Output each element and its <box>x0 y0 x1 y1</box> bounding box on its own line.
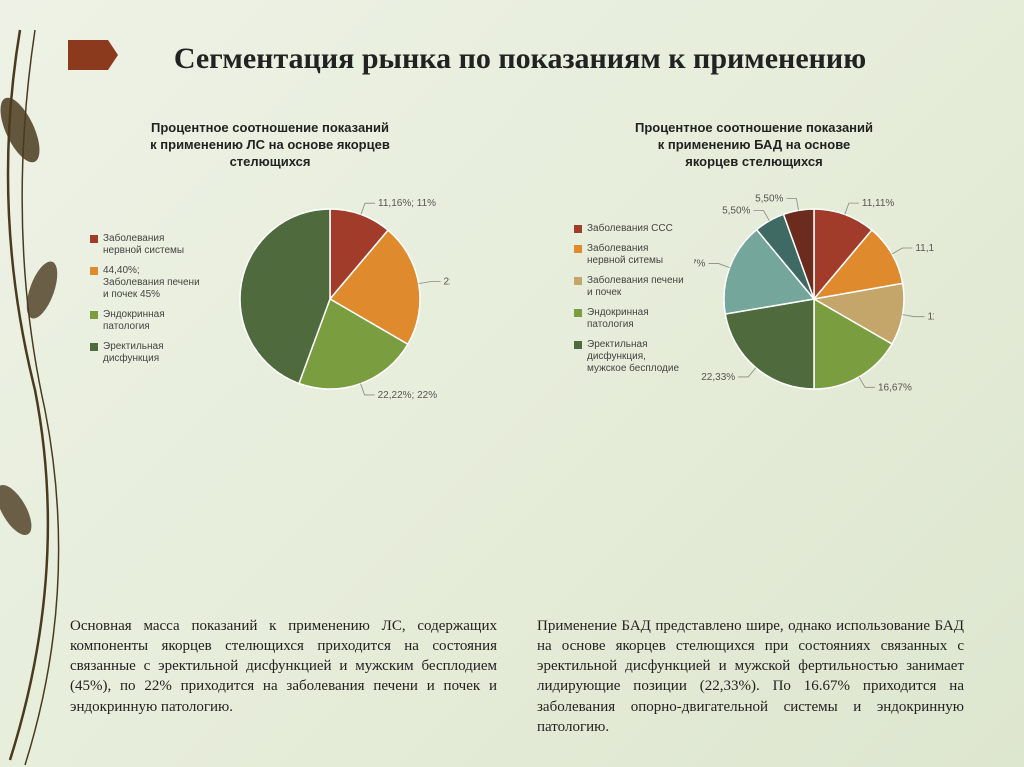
chart-right-subtitle: Процентное соотношение показаний к приме… <box>634 120 874 171</box>
legend-item: Заболевания ССС <box>574 223 684 235</box>
pie-slice-label: 5,50% <box>722 205 750 216</box>
legend-item: Заболевания печени и почек <box>574 275 684 299</box>
charts-row: Процентное соотношение показаний к приме… <box>30 120 994 419</box>
legend-swatch <box>90 267 98 275</box>
chart-left-pie: 11,16%; 11% 22,22%; 22% 22,22%; 22% <box>210 179 450 419</box>
paragraph-right: Применение БАД представлено шире, однако… <box>537 616 964 738</box>
legend-label: Заболевания ССС <box>587 223 673 235</box>
title-marker-icon <box>68 40 118 70</box>
pie-slice-label: 11,16%; 11% <box>378 198 436 209</box>
paragraph-left: Основная масса показаний к применению ЛС… <box>70 616 497 738</box>
paragraphs-row: Основная масса показаний к применению ЛС… <box>70 616 964 738</box>
legend-swatch <box>90 311 98 319</box>
legend-item: Заболевания нервной системы <box>90 233 200 257</box>
legend-label: Эндокринная патология <box>103 309 200 333</box>
legend-label: Эректильная дисфункция <box>103 341 200 365</box>
chart-left-legend: Заболевания нервной системы 44,40%; Забол… <box>90 233 200 365</box>
legend-label: Эндокринная патология <box>587 307 684 331</box>
legend-swatch <box>90 343 98 351</box>
chart-left-subtitle: Процентное соотношение показаний к приме… <box>150 120 390 171</box>
chart-right-block: Процентное соотношение показаний к приме… <box>514 120 994 419</box>
legend-label: Заболевания печени и почек <box>587 275 684 299</box>
legend-swatch <box>574 341 582 349</box>
legend-label: Заболевания нервной системы <box>103 233 200 257</box>
pie-slice-label: 16,67% <box>878 382 912 393</box>
legend-item: Эндокринная патология <box>574 307 684 331</box>
legend-swatch <box>574 277 582 285</box>
pie-slice-label: 11,11% <box>862 198 895 209</box>
pie-slice-label: 16,67% <box>694 258 705 269</box>
legend-swatch <box>574 225 582 233</box>
page-title: Сегментация рынка по показаниям к примен… <box>150 40 890 78</box>
legend-label: Заболевания нервной ситемы <box>587 243 684 267</box>
chart-left-block: Процентное соотношение показаний к приме… <box>30 120 510 419</box>
legend-swatch <box>574 245 582 253</box>
pie-slice-label: 22,22%; 22% <box>378 390 438 401</box>
pie-slice-label: 5,50% <box>755 193 783 204</box>
legend-item: 44,40%; Заболевания печени и почек 45% <box>90 265 200 301</box>
pie-slice-label: 11,11% <box>915 243 934 254</box>
pie-slice-label: 22,33% <box>701 372 735 383</box>
legend-swatch <box>574 309 582 317</box>
chart-right-legend: Заболевания ССС Заболевания нервной ситем… <box>574 223 684 375</box>
chart-right-pie: 11,11% 11,11% 11,11% 16,67% 22,33% 16,67% 5,50… <box>694 179 934 419</box>
legend-label: 44,40%; Заболевания печени и почек 45% <box>103 265 200 301</box>
legend-item: Эндокринная патология <box>90 309 200 333</box>
pie-slice-label: 22,22%; 22% <box>444 276 450 287</box>
legend-swatch <box>90 235 98 243</box>
legend-item: Эректильная дисфункция <box>90 341 200 365</box>
legend-label: Эректильная дисфункция, мужское бесплоди… <box>587 339 684 375</box>
legend-item: Заболевания нервной ситемы <box>574 243 684 267</box>
legend-item: Эректильная дисфункция, мужское бесплоди… <box>574 339 684 375</box>
pie-slice-label: 11,11% <box>927 311 934 322</box>
